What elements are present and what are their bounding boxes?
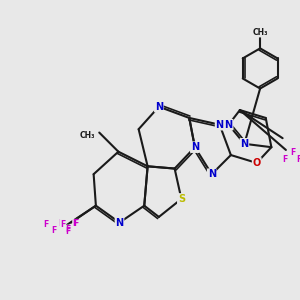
Text: N: N [155,102,163,112]
Text: N: N [216,120,224,130]
Text: N: N [208,169,216,179]
Text: N: N [225,120,233,130]
Text: F: F [52,226,57,235]
Text: CH₃: CH₃ [80,131,95,140]
Text: N: N [191,142,199,152]
Text: F: F [73,220,78,229]
Text: F: F [66,225,71,234]
Text: F: F [43,220,48,229]
Text: F: F [58,220,64,229]
Text: CH₃: CH₃ [252,28,268,37]
Text: F: F [72,220,77,229]
Text: O: O [253,158,261,168]
Text: F: F [60,220,65,229]
Text: N: N [116,218,124,228]
Text: F: F [282,154,287,164]
Text: F: F [66,227,71,236]
Text: S: S [178,194,185,204]
Text: N: N [240,139,248,149]
Text: F: F [296,154,300,164]
Text: F: F [59,220,64,229]
Text: F: F [290,148,296,157]
